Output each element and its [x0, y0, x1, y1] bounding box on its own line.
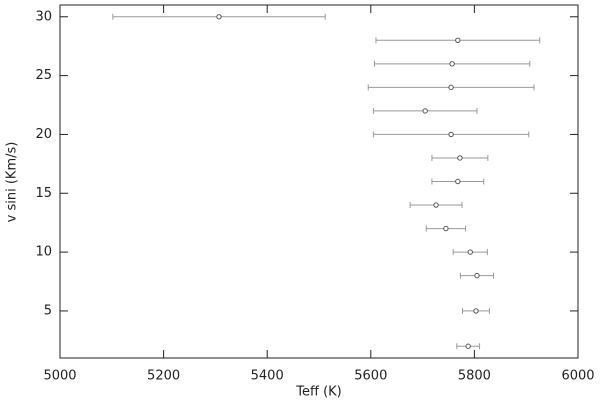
y-axis-label: v sini (Km/s): [5, 142, 20, 223]
data-point: [449, 61, 455, 67]
y-tick-label: 25: [35, 68, 52, 83]
x-tick-label: 5000: [43, 369, 76, 384]
data-point: [448, 131, 454, 138]
x-tick-label: 6000: [561, 369, 594, 384]
data-point: [422, 108, 428, 114]
y-tick-label: 15: [35, 186, 52, 201]
data-point: [216, 14, 222, 20]
x-axis-label: Teff (K): [295, 385, 342, 400]
data-point: [467, 249, 473, 255]
data-point: [455, 37, 461, 43]
x-tick-label: 5400: [251, 369, 284, 384]
y-tick-label: 10: [35, 245, 52, 260]
y-tick-label: 5: [44, 303, 52, 318]
data-point: [443, 225, 449, 232]
data-point: [465, 343, 471, 349]
x-tick-label: 5600: [354, 369, 387, 384]
y-tick-label: 30: [35, 9, 52, 24]
data-point: [455, 178, 461, 185]
data-point: [473, 308, 479, 314]
data-point: [457, 155, 463, 161]
data-point: [433, 202, 439, 208]
data-point: [448, 84, 454, 91]
plot-frame: [59, 4, 579, 359]
data-point: [474, 272, 480, 279]
x-tick-label: 5800: [458, 369, 491, 384]
x-tick-label: 5200: [147, 369, 180, 384]
y-tick-label: 20: [35, 127, 52, 142]
